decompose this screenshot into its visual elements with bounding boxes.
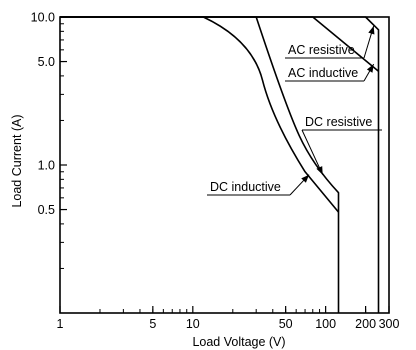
series-line-ac-resistive	[60, 16, 380, 313]
callout-arrowhead	[301, 174, 310, 183]
y-axis-ticks: 10.0 5.0 1.0 0.5	[31, 11, 67, 269]
callout-arrowhead	[316, 166, 323, 175]
callout-arrowhead	[366, 64, 374, 73]
y-tick-label: 10.0	[31, 11, 55, 25]
x-tick-label: 300	[379, 317, 400, 331]
callout-label: AC resistive	[288, 43, 355, 57]
x-axis-label: Load Voltage (V)	[192, 335, 285, 349]
series-layer	[60, 16, 380, 313]
callout-label: DC resistive	[305, 115, 372, 129]
plot-border	[59, 16, 390, 314]
x-axis-ticks: 1 5 10 50 100 200 300	[57, 306, 400, 331]
x-tick-label: 10	[186, 317, 200, 331]
callout-arrowhead	[368, 25, 375, 35]
callout-label: DC inductive	[210, 180, 281, 194]
x-tick-label: 50	[279, 317, 293, 331]
callout-layer: AC resistive AC inductive DC resistive DC i…	[207, 25, 382, 196]
y-tick-label: 5.0	[38, 55, 55, 69]
y-axis-label: Load Current (A)	[10, 114, 24, 207]
x-tick-label: 1	[57, 317, 64, 331]
callout-label: AC inductive	[288, 66, 358, 80]
x-tick-label: 200	[355, 317, 376, 331]
y-tick-label: 0.5	[38, 203, 55, 217]
plot-frame	[59, 16, 390, 314]
series-line-dc-resistive	[60, 16, 340, 313]
series-line-dc-inductive	[60, 16, 340, 213]
x-tick-label: 100	[315, 317, 336, 331]
callout-leader	[301, 129, 324, 175]
y-tick-label: 1.0	[38, 159, 55, 173]
x-tick-label: 5	[149, 317, 156, 331]
